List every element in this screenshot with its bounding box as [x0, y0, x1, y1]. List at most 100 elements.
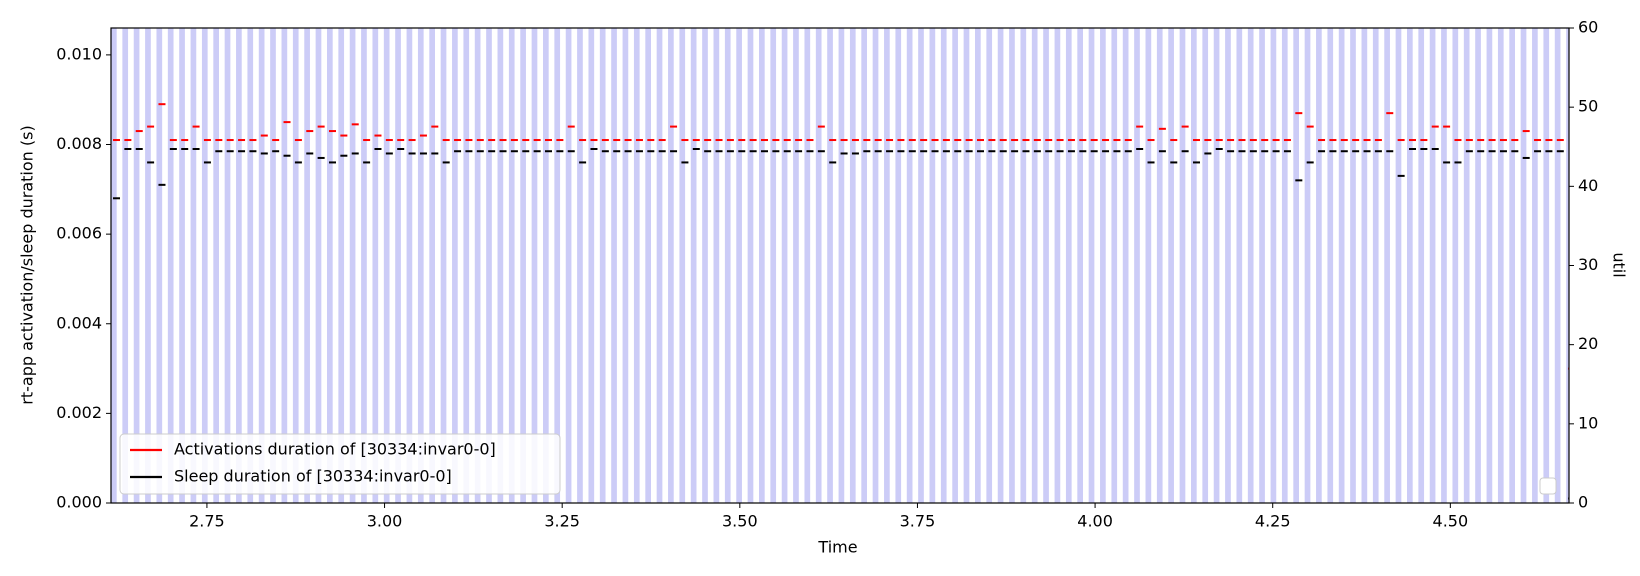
y-axis-label: rt-app activation/sleep duration (s) [18, 125, 37, 404]
x-tick-label: 2.75 [189, 512, 225, 531]
shade-stripe [167, 28, 174, 503]
shade-stripe [1031, 28, 1038, 503]
shade-stripe [190, 28, 197, 503]
shade-stripe [1327, 28, 1334, 503]
shade-stripe [668, 28, 674, 503]
shade-stripe [179, 28, 185, 503]
shade-stripe [122, 28, 129, 503]
y2-tick-label: 0 [1578, 493, 1588, 512]
shade-stripe [702, 28, 708, 503]
y2-tick-label: 20 [1578, 334, 1598, 353]
shade-stripe [759, 28, 765, 503]
shade-stripe [1293, 28, 1299, 503]
y-tick-label: 0.010 [56, 44, 102, 63]
shade-stripe [292, 28, 299, 503]
shade-stripe [349, 28, 356, 503]
x-tick-label: 3.75 [900, 512, 936, 531]
y2-tick-label: 40 [1578, 176, 1598, 195]
shade-stripe [849, 28, 856, 503]
x-tick-label: 3.25 [544, 512, 580, 531]
shade-stripe [1270, 28, 1277, 503]
shade-stripe [156, 28, 163, 503]
shade-stripe [1395, 28, 1402, 503]
shade-stripe [588, 28, 595, 503]
shade-stripe [1122, 28, 1129, 503]
shade-stripe [224, 28, 231, 503]
shade-stripe [520, 28, 526, 503]
x-axis-label: Time [817, 538, 857, 557]
shade-stripe [997, 28, 1004, 503]
shade-stripe [213, 28, 219, 503]
shade-stripe [793, 28, 799, 503]
shade-stripe [452, 28, 458, 503]
shade-stripe [486, 28, 492, 503]
shade-stripe [1134, 28, 1140, 503]
shade-stripe [929, 28, 936, 503]
shade-stripe [406, 28, 413, 503]
shade-stripe [133, 28, 140, 503]
shade-stripe [1009, 28, 1015, 503]
shade-stripe [1361, 28, 1368, 503]
shade-stripe [622, 28, 629, 503]
shade-stripe [543, 28, 549, 503]
shade-stripe [1566, 28, 1569, 503]
shade-stripe [815, 28, 822, 503]
shade-stripe [1179, 28, 1186, 503]
shade-stripe [1384, 28, 1390, 503]
shade-stripe [975, 28, 981, 503]
shade-stripe [1441, 28, 1447, 503]
shade-stripe [508, 28, 515, 503]
shade-stripe [872, 28, 879, 503]
shade-stripe [1065, 28, 1072, 503]
legend-box [119, 433, 561, 495]
y2-tick-label: 50 [1578, 97, 1598, 116]
shade-stripe [1452, 28, 1459, 503]
shade-stripe [497, 28, 504, 503]
shade-stripe [1372, 28, 1379, 503]
shade-stripe [1532, 28, 1538, 503]
shade-stripe [656, 28, 663, 503]
shade-stripe [1156, 28, 1163, 503]
shade-stripe [952, 28, 958, 503]
shade-stripe [804, 28, 811, 503]
shade-stripe [724, 28, 731, 503]
shade-stripe [1338, 28, 1345, 503]
shade-stripe [827, 28, 833, 503]
shade-stripe [1418, 28, 1425, 503]
y2-tick-label: 30 [1578, 255, 1598, 274]
shade-stripe [531, 28, 538, 503]
shade-stripe [1304, 28, 1311, 503]
y2-tick-label: 10 [1578, 413, 1598, 432]
shade-stripe [565, 28, 572, 503]
shade-stripe [884, 28, 890, 503]
shade-stripe [713, 28, 720, 503]
shade-stripe [611, 28, 617, 503]
shade-stripe [247, 28, 254, 503]
shade-stripe [861, 28, 867, 503]
shade-stripe [577, 28, 583, 503]
shade-stripe [315, 28, 322, 503]
shade-stripe [1509, 28, 1515, 503]
shade-stripe [1236, 28, 1243, 503]
shade-stripe [1213, 28, 1220, 503]
shade-stripe [111, 28, 117, 503]
shade-stripe [1259, 28, 1265, 503]
shade-stripe [1225, 28, 1231, 503]
shade-stripe [361, 28, 367, 503]
shade-stripe [1350, 28, 1356, 503]
shade-stripe [690, 28, 697, 503]
shade-stripe [395, 28, 401, 503]
shade-stripe [1088, 28, 1095, 503]
shade-stripe [281, 28, 288, 503]
shade-stripe [679, 28, 686, 503]
shade-stripe [304, 28, 310, 503]
shade-stripe [1100, 28, 1106, 503]
shade-stripe [474, 28, 481, 503]
shade-stripe [1429, 28, 1436, 503]
shade-stripe [1407, 28, 1413, 503]
shade-stripe [236, 28, 242, 503]
shade-stripe [1054, 28, 1061, 503]
shade-stripe [1475, 28, 1481, 503]
